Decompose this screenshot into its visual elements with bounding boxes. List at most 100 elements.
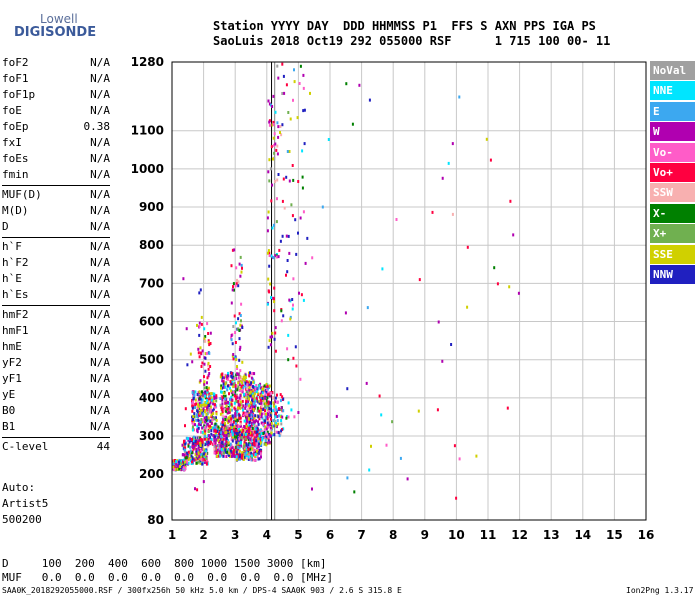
data-point <box>216 426 218 430</box>
data-point <box>265 389 268 393</box>
data-point <box>214 425 216 429</box>
data-point <box>191 391 194 395</box>
data-point <box>237 434 240 438</box>
data-point <box>269 417 272 421</box>
data-point <box>250 451 253 455</box>
data-point <box>269 335 272 339</box>
data-point <box>239 314 242 317</box>
data-point <box>441 359 444 363</box>
data-point <box>189 437 192 441</box>
data-point <box>273 408 276 412</box>
data-point <box>251 392 254 396</box>
data-point <box>242 453 245 456</box>
data-point <box>201 390 203 394</box>
data-point <box>188 456 191 460</box>
data-point <box>245 401 247 405</box>
data-point <box>219 397 222 400</box>
data-point <box>239 400 242 404</box>
data-point <box>230 301 233 305</box>
data-point <box>226 388 229 392</box>
data-point <box>245 392 248 396</box>
data-point <box>380 413 383 417</box>
data-point <box>204 396 207 400</box>
data-point <box>209 342 212 345</box>
data-point <box>229 421 232 424</box>
data-point <box>182 453 184 457</box>
data-point <box>252 389 255 393</box>
param-name: foE <box>2 104 22 117</box>
data-point <box>253 458 256 462</box>
data-point <box>198 414 201 417</box>
param-separator <box>2 237 110 238</box>
data-point <box>289 299 292 303</box>
data-point <box>395 218 398 221</box>
data-point <box>257 448 260 452</box>
param-name: C-level <box>2 440 49 453</box>
data-point <box>232 357 235 361</box>
data-point <box>275 220 278 224</box>
data-point <box>291 307 294 311</box>
data-point <box>279 239 282 243</box>
data-point <box>274 110 277 114</box>
data-point <box>221 420 224 424</box>
data-point <box>194 440 197 444</box>
data-point <box>258 401 261 405</box>
param-row: foEp 0.38 <box>2 119 110 135</box>
data-point <box>222 391 225 395</box>
data-point <box>223 432 226 435</box>
data-point <box>221 424 224 428</box>
version-label: Ion2Png 1.3.17 <box>626 586 694 595</box>
data-point <box>225 430 228 434</box>
data-point <box>245 457 248 461</box>
data-point <box>268 254 271 257</box>
data-point <box>204 352 207 356</box>
data-point <box>264 414 267 418</box>
data-point <box>295 252 298 256</box>
y-tick-label: 900 <box>139 200 164 214</box>
data-point <box>250 438 253 442</box>
data-point <box>230 382 233 386</box>
data-point <box>226 434 229 438</box>
data-point <box>275 148 278 152</box>
param-value: N/A <box>90 256 110 269</box>
data-point <box>201 440 204 444</box>
data-point <box>289 315 292 319</box>
data-point <box>245 412 248 416</box>
data-point <box>227 400 229 404</box>
data-point <box>249 419 252 423</box>
data-point <box>201 398 204 402</box>
data-point <box>225 429 228 433</box>
data-point <box>225 440 228 444</box>
param-name: h`E <box>2 272 22 285</box>
data-point <box>273 300 276 304</box>
data-point <box>228 427 231 431</box>
data-point <box>210 432 213 436</box>
data-point <box>255 384 258 387</box>
data-point <box>199 437 202 441</box>
data-point <box>257 420 259 424</box>
data-point <box>455 496 458 500</box>
data-point <box>267 425 270 429</box>
data-point <box>243 377 246 381</box>
data-point <box>270 296 272 300</box>
data-point <box>288 251 291 255</box>
data-point <box>202 442 205 446</box>
data-point <box>485 137 488 141</box>
data-point <box>197 446 200 450</box>
param-value: N/A <box>90 340 110 353</box>
param-value: N/A <box>90 188 110 201</box>
data-point <box>256 449 258 453</box>
data-point <box>197 395 200 398</box>
data-point <box>289 317 292 321</box>
y-tick-label: 80 <box>147 513 164 527</box>
data-point <box>274 180 277 183</box>
param-row: h`E N/A <box>2 271 110 287</box>
data-point <box>275 422 277 426</box>
data-point <box>231 376 234 380</box>
data-point <box>239 386 242 390</box>
data-point <box>287 401 290 405</box>
data-point <box>233 406 236 410</box>
data-point <box>187 458 190 461</box>
data-point <box>289 117 292 121</box>
legend-item: X- <box>650 203 695 223</box>
